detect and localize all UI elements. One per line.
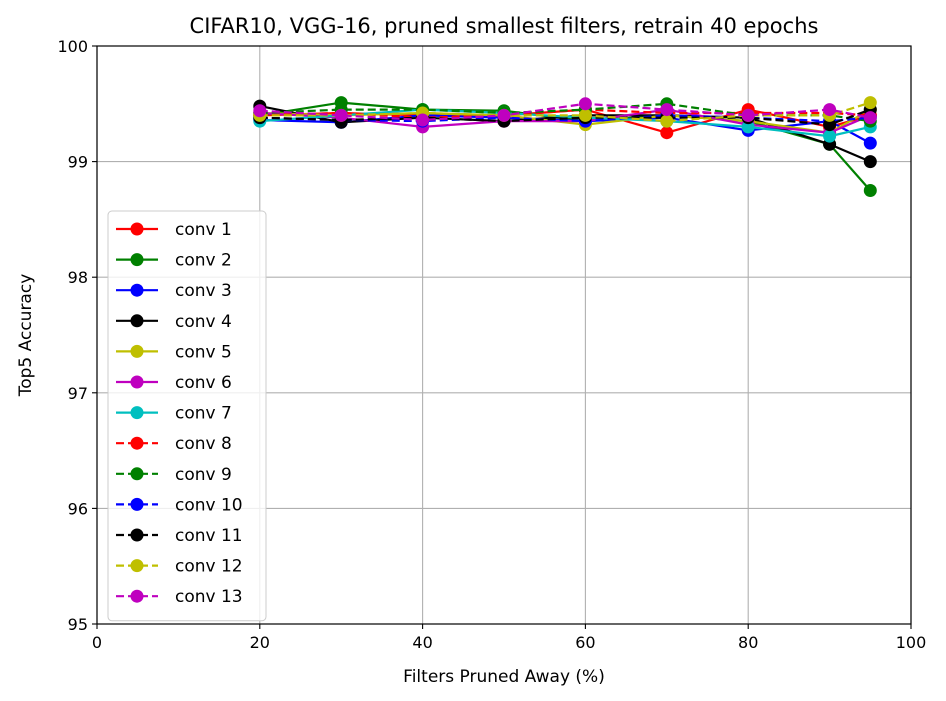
legend-label: conv 10 (175, 495, 243, 515)
data-point (660, 126, 674, 140)
x-tick-label: 40 (412, 633, 432, 652)
legend-label: conv 1 (175, 220, 232, 240)
data-point (863, 96, 877, 110)
legend-label: conv 3 (175, 281, 232, 301)
legend-entry: conv 10 (116, 495, 243, 515)
legend-entry: conv 1 (116, 220, 232, 240)
data-point (416, 113, 430, 127)
legend-entry: conv 5 (116, 342, 232, 362)
data-point (863, 111, 877, 125)
legend-label: conv 9 (175, 465, 232, 485)
data-point (863, 184, 877, 197)
legend-label: conv 8 (175, 434, 232, 454)
legend-marker (130, 375, 144, 389)
data-point (741, 108, 755, 122)
data-point (823, 129, 837, 143)
legend-label: conv 6 (175, 373, 232, 393)
x-tick-label: 100 (896, 633, 927, 652)
legend-marker (130, 253, 144, 267)
legend-marker (130, 406, 144, 420)
plot-frame (96, 45, 912, 625)
x-tick-label: 80 (738, 633, 758, 652)
y-tick-label: 96 (68, 499, 88, 518)
legend-marker (130, 344, 144, 358)
legend-marker (130, 589, 144, 603)
axis-ticks: 0 20 40 60 80 100 95 96 97 98 99 100 (57, 37, 926, 652)
data-point (578, 108, 592, 122)
legend-marker (130, 314, 144, 328)
y-tick-label: 95 (68, 615, 88, 634)
data-point (823, 103, 837, 117)
data-point (497, 108, 511, 122)
legend-label: conv 2 (175, 251, 232, 271)
x-tick-label: 60 (575, 633, 595, 652)
data-point (660, 103, 674, 117)
legend-box (107, 210, 267, 622)
legend-entry: conv 7 (116, 404, 232, 424)
legend-label: conv 13 (175, 587, 243, 607)
legend-label: conv 12 (175, 557, 243, 577)
legend-label: conv 11 (175, 526, 243, 546)
legend-marker (130, 497, 144, 511)
legend-marker (130, 283, 144, 297)
legend-entry: conv 6 (116, 373, 232, 393)
legend-entry: conv 13 (116, 587, 243, 607)
legend-marker (130, 222, 144, 236)
legend-label: conv 4 (175, 312, 232, 332)
data-point (863, 155, 877, 169)
y-axis-label: Top5 Accuracy (16, 274, 36, 398)
legend-entry: conv 3 (116, 281, 232, 301)
chart-title: CIFAR10, VGG-16, pruned smallest filters… (190, 14, 819, 38)
legend-entry: conv 8 (116, 434, 232, 454)
series-13 (253, 97, 877, 127)
legend-entry: conv 2 (116, 251, 232, 271)
legend-marker (130, 528, 144, 542)
legend-marker (130, 467, 144, 481)
legend-entry: conv 11 (116, 526, 243, 546)
x-tick-label: 0 (92, 633, 102, 652)
data-point (334, 108, 348, 122)
legend-entry: conv 12 (116, 557, 243, 577)
legend-marker (130, 436, 144, 450)
data-point (660, 114, 674, 128)
legend-label: conv 7 (175, 404, 232, 424)
legend-marker (130, 559, 144, 573)
y-tick-label: 100 (57, 37, 88, 56)
legend-label: conv 5 (175, 342, 232, 362)
data-point (863, 136, 877, 150)
data-point (823, 118, 837, 132)
x-tick-label: 20 (250, 633, 270, 652)
series-group (253, 96, 877, 197)
legend-entry: conv 4 (116, 312, 232, 332)
data-point (578, 97, 592, 111)
data-point (741, 120, 755, 134)
x-axis-label: Filters Pruned Away (%) (403, 667, 605, 687)
data-point (253, 104, 267, 118)
y-tick-label: 99 (68, 153, 88, 172)
y-tick-label: 98 (68, 268, 88, 287)
y-tick-label: 97 (68, 384, 88, 403)
legend: conv 1 conv 2 conv 3 conv 4 conv 5 conv 6 conv… (107, 210, 267, 622)
legend-entry: conv 9 (116, 465, 232, 485)
